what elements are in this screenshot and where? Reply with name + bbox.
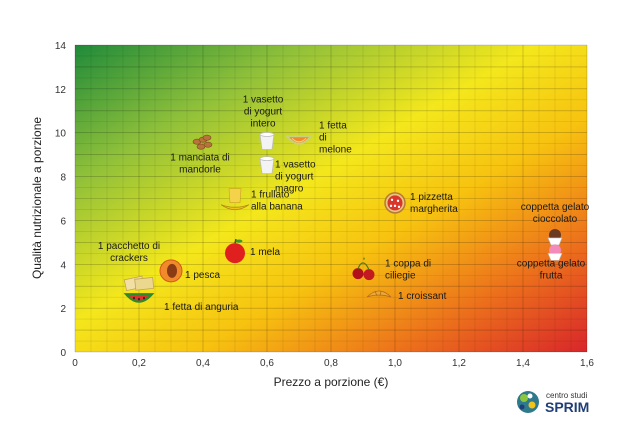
ice-cream-fruit-icon [547,244,563,261]
x-tick-label: 0,4 [196,358,210,369]
data-point: 1 vasetto di yogurt intero [243,94,284,150]
globe-icon [517,391,539,413]
grid [74,44,588,353]
point-label: 1 vasetto di yogurt magro [275,160,316,195]
x-tick-label: 0 [72,358,78,369]
croissant-icon [366,290,392,298]
point-label: 1 pacchetto di crackers [98,241,160,264]
point-label: 1 fetta di melone [319,120,352,155]
data-point: 1 pizzetta margherita [384,192,458,215]
melon-slice-icon [284,135,314,145]
y-ticks: 0 2 4 6 8 10 12 14 [55,41,67,359]
point-label: 1 coppa di ciliegie [385,259,431,282]
data-point: 1 croissant [366,290,447,302]
x-axis-title: Prezzo a porzione (€) [274,375,389,389]
data-point: 1 vasetto di yogurt magro [259,156,316,195]
plot-background [75,45,587,352]
ice-cream-chocolate-icon [547,228,563,246]
crackers-icon [123,275,155,292]
data-point: 1 mela [225,238,280,264]
y-tick-label: 14 [55,41,67,52]
x-ticks: 0 0,2 0,4 0,6 0,8 1,0 1,2 1,4 1,6 [72,358,594,369]
data-point: coppetta gelato frutta [517,244,586,281]
point-label: 1 manciata di mandorle [170,153,229,176]
y-axis-title: Qualità nutrizionale a porzione [30,117,44,279]
y-tick-label: 12 [55,85,67,96]
y-tick-label: 6 [60,216,66,227]
point-label: 1 pesca [185,270,220,281]
data-point: 1 pacchetto di crackers [98,241,160,292]
point-label: coppetta gelato cioccolato [521,202,590,225]
almonds-icon [192,134,213,150]
sprim-logo: centro studi SPRIM [517,391,589,415]
point-label: 1 vasetto di yogurt intero [243,94,284,129]
cherries-icon [352,257,375,281]
data-point: 1 manciata di mandorle [170,134,230,176]
x-tick-label: 0,6 [260,358,274,369]
data-point: 1 pesca [159,259,220,283]
logo-line1: centro studi [546,391,588,400]
watermelon-slice-icon [123,293,155,303]
point-label: 1 croissant [398,291,447,302]
data-point: 1 fetta di melone [284,120,352,155]
data-point: 1 frullato alla banana [220,188,303,213]
yogurt-cup-icon [259,132,275,150]
point-label: 1 pizzetta margherita [410,192,458,215]
y-tick-label: 2 [60,304,66,315]
data-point: 1 fetta di anguria [123,293,239,313]
x-tick-label: 1,2 [452,358,466,369]
data-point: 1 coppa di ciliegie [352,257,431,282]
y-tick-label: 10 [55,129,67,140]
point-label: 1 mela [250,247,280,258]
logo-line2: SPRIM [545,399,589,415]
peach-icon [159,259,183,283]
x-tick-label: 0,2 [132,358,146,369]
banana-smoothie-icon [220,188,250,211]
point-label: coppetta gelato frutta [517,258,586,281]
point-label: 1 fetta di anguria [164,302,239,313]
y-tick-label: 0 [60,348,66,359]
data-point: coppetta gelato cioccolato [521,202,590,246]
apple-icon [225,238,245,264]
point-label: 1 frullato alla banana [251,190,303,213]
yogurt-cup-icon [259,156,275,175]
pizza-icon [384,192,406,214]
x-tick-label: 0,8 [324,358,338,369]
data-points: 1 vasetto di yogurt intero 1 fetta di melone1… [98,94,590,313]
x-tick-label: 1,6 [580,358,594,369]
x-tick-label: 1,4 [516,358,530,369]
y-tick-label: 4 [60,260,66,271]
x-tick-label: 1,0 [388,358,402,369]
y-tick-label: 8 [60,173,66,184]
